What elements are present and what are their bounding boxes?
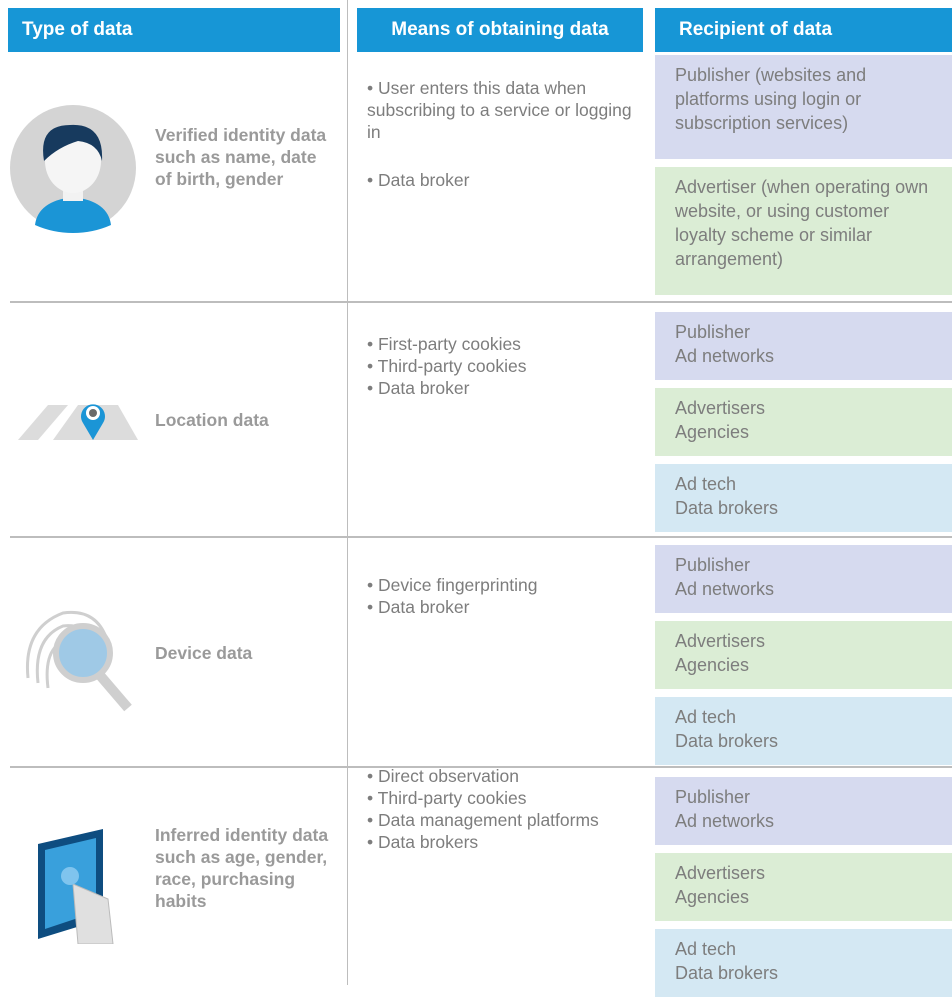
table-row: Verified identity data such as name, dat…: [0, 55, 952, 300]
type-label: Inferred identity data such as age, gend…: [155, 824, 329, 911]
recipient-box: Ad tech Data brokers: [655, 697, 952, 765]
means-list: • First-party cookies • Third-party cooki…: [367, 333, 637, 399]
means-item: • Device fingerprinting: [367, 575, 538, 595]
recipient-line: Ad tech: [675, 707, 737, 727]
recipient-line: Publisher: [675, 555, 751, 575]
column-divider: [347, 0, 348, 985]
recipient-line: Ad networks: [675, 346, 775, 366]
means-item: • Third-party cookies: [367, 788, 527, 808]
means-list: • Device fingerprinting • Data broker: [367, 574, 637, 618]
means-item: • Third-party cookies: [367, 356, 527, 376]
means-item: • Data brokers: [367, 832, 479, 852]
recipient-line: Advertisers: [675, 631, 766, 651]
means-item: • User enters this data when subscribing…: [367, 78, 632, 142]
recipient-list: Publisher Ad networks Advertisers Agencies A…: [655, 312, 952, 532]
recipient-line: Data brokers: [675, 498, 779, 518]
recipient-line: Data brokers: [675, 731, 779, 751]
recipient-line: Advertiser (when operating own website, …: [675, 177, 929, 269]
recipient-box: Advertiser (when operating own website, …: [655, 167, 952, 295]
recipient-list: Publisher Ad networks Advertisers Agencies A…: [655, 777, 952, 997]
recipient-line: Ad tech: [675, 939, 737, 959]
type-label: Location data: [155, 410, 269, 430]
recipient-line: Agencies: [675, 887, 750, 907]
recipient-line: Publisher: [675, 787, 751, 807]
recipient-line: Publisher: [675, 322, 751, 342]
recipient-box: Publisher Ad networks: [655, 777, 952, 845]
recipient-box: Publisher Ad networks: [655, 545, 952, 613]
table-row: Inferred identity data such as age, gend…: [0, 766, 952, 997]
means-list: • Direct observation • Third-party cookie…: [367, 765, 637, 853]
recipient-line: Agencies: [675, 655, 750, 675]
recipient-line: Ad networks: [675, 811, 775, 831]
recipient-box: Ad tech Data brokers: [655, 929, 952, 997]
header-cell: Recipient of data: [655, 8, 952, 52]
recipient-box: Publisher (websites and platforms using …: [655, 55, 952, 159]
row-divider: [10, 536, 952, 538]
means-item: • Data broker: [367, 597, 470, 617]
recipient-list: Publisher (websites and platforms using …: [655, 55, 952, 295]
row-icon: [8, 588, 138, 718]
recipient-box: Advertisers Agencies: [655, 388, 952, 456]
recipient-box: Advertisers Agencies: [655, 853, 952, 921]
recipient-line: Advertisers: [675, 398, 766, 418]
recipient-line: Ad tech: [675, 474, 737, 494]
recipient-line: Advertisers: [675, 863, 766, 883]
table-row: Device data • Device fingerprinting • Data…: [0, 540, 952, 765]
recipient-box: Advertisers Agencies: [655, 621, 952, 689]
recipient-box: Publisher Ad networks: [655, 312, 952, 380]
row-icon: [8, 103, 138, 233]
header-cell: Type of data: [8, 8, 340, 52]
recipient-line: Publisher (websites and platforms using …: [675, 65, 867, 133]
recipient-line: Agencies: [675, 422, 750, 442]
means-item: • Data broker: [367, 170, 470, 190]
means-list: • User enters this data when subscribing…: [367, 77, 637, 191]
recipient-box: Ad tech Data brokers: [655, 464, 952, 532]
means-item: • Direct observation: [367, 766, 520, 786]
recipient-line: Ad networks: [675, 579, 775, 599]
row-icon: [8, 814, 138, 944]
means-item: • First-party cookies: [367, 334, 521, 354]
means-item: • Data broker: [367, 378, 470, 398]
header-cell: Means of obtaining data: [357, 8, 643, 52]
table-row: Location data • First-party cookies • Thir…: [0, 305, 952, 535]
type-label: Device data: [155, 642, 253, 663]
row-icon: [8, 355, 138, 485]
type-label: Verified identity data such as name, dat…: [155, 124, 327, 189]
row-divider: [10, 301, 952, 303]
recipient-list: Publisher Ad networks Advertisers Agencies A…: [655, 545, 952, 765]
row-divider: [10, 766, 952, 768]
means-item: • Data management platforms: [367, 810, 599, 830]
recipient-line: Data brokers: [675, 963, 779, 983]
